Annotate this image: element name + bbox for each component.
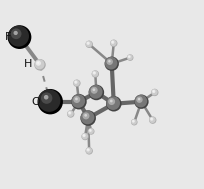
Circle shape xyxy=(88,85,104,100)
Circle shape xyxy=(134,94,148,109)
Circle shape xyxy=(69,112,70,113)
Circle shape xyxy=(128,56,129,57)
Circle shape xyxy=(152,91,153,92)
Circle shape xyxy=(108,98,114,105)
Circle shape xyxy=(71,94,86,109)
Circle shape xyxy=(85,147,92,155)
Circle shape xyxy=(75,98,78,100)
Circle shape xyxy=(86,42,89,45)
Circle shape xyxy=(111,41,114,44)
Circle shape xyxy=(41,92,52,104)
Circle shape xyxy=(84,114,87,117)
Circle shape xyxy=(80,111,94,124)
Text: H: H xyxy=(23,59,32,69)
Circle shape xyxy=(137,98,140,101)
Circle shape xyxy=(88,129,91,132)
Circle shape xyxy=(87,42,88,44)
Circle shape xyxy=(93,72,94,73)
Circle shape xyxy=(149,117,155,123)
Circle shape xyxy=(81,133,88,139)
Circle shape xyxy=(104,57,117,70)
Circle shape xyxy=(110,40,116,46)
Circle shape xyxy=(91,70,98,77)
Circle shape xyxy=(82,112,89,119)
Circle shape xyxy=(8,26,29,47)
Circle shape xyxy=(73,80,79,86)
Circle shape xyxy=(127,55,130,58)
Text: O: O xyxy=(31,97,40,107)
Circle shape xyxy=(110,40,117,47)
Circle shape xyxy=(150,89,158,96)
Circle shape xyxy=(13,31,18,35)
Circle shape xyxy=(85,41,92,48)
Circle shape xyxy=(34,59,45,70)
Circle shape xyxy=(92,88,95,91)
Circle shape xyxy=(151,90,155,93)
Circle shape xyxy=(151,89,157,95)
Circle shape xyxy=(11,28,21,39)
Circle shape xyxy=(88,128,94,135)
Circle shape xyxy=(34,59,44,69)
Circle shape xyxy=(71,94,85,108)
Circle shape xyxy=(148,116,156,124)
Circle shape xyxy=(91,70,99,78)
Circle shape xyxy=(106,96,119,110)
Circle shape xyxy=(73,80,80,87)
Circle shape xyxy=(37,62,39,64)
Circle shape xyxy=(81,133,88,140)
Circle shape xyxy=(149,117,153,121)
Text: F: F xyxy=(5,32,11,42)
Circle shape xyxy=(74,81,77,84)
Circle shape xyxy=(131,120,134,123)
Circle shape xyxy=(88,128,93,134)
Circle shape xyxy=(75,81,76,83)
Circle shape xyxy=(92,71,95,75)
Circle shape xyxy=(106,59,112,65)
Circle shape xyxy=(67,110,74,118)
Circle shape xyxy=(130,119,137,125)
Circle shape xyxy=(85,41,92,47)
Circle shape xyxy=(90,87,97,94)
Circle shape xyxy=(89,130,90,131)
Circle shape xyxy=(132,120,133,122)
Circle shape xyxy=(134,95,146,107)
Circle shape xyxy=(73,96,80,103)
Circle shape xyxy=(104,57,118,71)
Circle shape xyxy=(126,54,132,60)
Circle shape xyxy=(37,89,63,114)
Circle shape xyxy=(150,118,151,119)
Circle shape xyxy=(86,148,89,152)
Circle shape xyxy=(105,96,121,112)
Circle shape xyxy=(111,41,113,43)
Circle shape xyxy=(80,110,95,126)
Circle shape xyxy=(87,149,88,150)
Circle shape xyxy=(82,134,85,137)
Circle shape xyxy=(89,85,102,99)
Circle shape xyxy=(83,135,84,136)
Circle shape xyxy=(8,25,31,49)
Circle shape xyxy=(44,95,48,100)
Circle shape xyxy=(109,100,112,102)
Circle shape xyxy=(38,89,60,112)
Circle shape xyxy=(108,60,110,63)
Circle shape xyxy=(67,110,73,117)
Circle shape xyxy=(68,111,71,115)
Circle shape xyxy=(85,147,92,154)
Circle shape xyxy=(36,61,41,66)
Circle shape xyxy=(126,54,133,61)
Circle shape xyxy=(135,96,142,103)
Circle shape xyxy=(131,119,136,125)
